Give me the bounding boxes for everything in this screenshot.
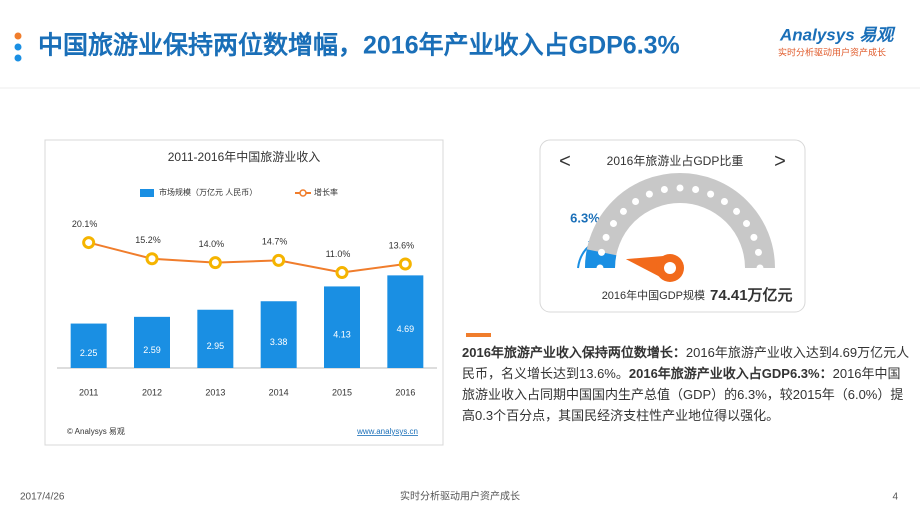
gauge-note-value: 74.41万亿元: [710, 286, 793, 304]
gauge-dot: [598, 248, 606, 256]
gauge-dot: [743, 220, 751, 228]
gauge-hub-inner: [664, 262, 676, 274]
gauge-dot: [692, 186, 700, 194]
bar: [387, 275, 424, 368]
bar: [324, 286, 360, 368]
footer-date: 2017/4/26: [20, 492, 65, 503]
bar-label: 2.59: [143, 345, 161, 355]
growth-point: [208, 256, 222, 270]
deco-dot: [14, 43, 22, 51]
growth-label: 11.0%: [326, 249, 351, 259]
legend-swatch: [299, 189, 307, 197]
legend-label: 增长率: [314, 187, 338, 197]
growth-label: 15.2%: [135, 235, 161, 245]
growth-point: [145, 252, 159, 266]
bar-label: 3.38: [270, 337, 288, 347]
growth-point: [335, 266, 349, 280]
summary-heading: 2016年旅游产业收入占GDP6.3%：: [628, 366, 833, 381]
growth-label: 14.7%: [262, 237, 288, 247]
bar: [134, 316, 170, 368]
logo: Analysys 易观: [779, 25, 896, 44]
slide-title: 中国旅游业保持两位数增幅，2016年产业收入占GDP6.3%: [38, 31, 680, 60]
gauge-value-label: 6.3%: [570, 210, 600, 225]
growth-label: 14.0%: [199, 239, 225, 249]
legend-swatch: [140, 189, 154, 197]
gauge-dot: [660, 186, 668, 194]
deco-dot: [14, 54, 22, 62]
gauge-dot: [756, 264, 764, 272]
growth-label: 20.1%: [72, 219, 98, 229]
summary-marker: [466, 333, 491, 337]
x-tick-label: 2016: [395, 387, 415, 397]
gauge-dot: [619, 207, 627, 215]
bar-label: 4.69: [397, 324, 415, 334]
growth-label: 13.6%: [389, 240, 415, 250]
website: www.analysys.cn: [356, 427, 418, 436]
gauge-dot: [707, 190, 715, 198]
bar: [70, 323, 107, 368]
chart-frame: [44, 139, 444, 446]
gauge-dot: [676, 184, 684, 192]
growth-point: [398, 257, 412, 271]
gauge-dot: [720, 197, 728, 205]
bar-label: 4.13: [333, 330, 351, 340]
summary: 2016年旅游产业收入保持两位数增长：2016年旅游产业收入达到4.69万亿元人…: [462, 342, 912, 426]
gauge-dot: [754, 248, 762, 256]
gauge-dot: [602, 233, 610, 241]
summary-text: 2016年中国旅游业收入占同期中国国内生产总值（GDP）的6.3%，较2015年…: [462, 366, 904, 423]
growth-line: [88, 241, 406, 274]
growth-point: [272, 253, 286, 267]
prev-arrow[interactable]: <: [559, 150, 571, 172]
deco-dot: [14, 32, 22, 40]
bar-label: 2.95: [207, 341, 225, 351]
gauge-dot: [596, 264, 604, 272]
bar-label: 2.25: [80, 348, 98, 358]
summary-text: 2016年旅游产业收入达到4.69万亿元人民币，名义增长达到13.6%。: [462, 345, 910, 381]
gauge-note: 2016年中国GDP规模: [602, 288, 705, 302]
x-tick-label: 2014: [269, 387, 289, 397]
growth-point: [82, 236, 96, 250]
x-tick-label: 2013: [205, 387, 225, 397]
source: © Analysys 易观: [67, 427, 125, 436]
tagline: 实时分析驱动用户资产成长: [778, 46, 886, 57]
summary-heading: 2016年旅游产业收入保持两位数增长：: [462, 345, 686, 360]
gauge-dot: [609, 220, 617, 228]
gauge-dot: [645, 190, 653, 198]
gauge-dot: [632, 197, 640, 205]
x-tick-label: 2015: [332, 387, 352, 397]
gauge-frame: [539, 139, 806, 313]
page-number: 4: [892, 492, 898, 503]
x-tick-label: 2011: [79, 387, 98, 397]
chart-title: 2011-2016年中国旅游业收入: [168, 149, 321, 164]
gauge-dot: [733, 207, 741, 215]
gauge-title: 2016年旅游业占GDP比重: [607, 153, 744, 168]
bar: [197, 309, 234, 368]
bar: [260, 301, 297, 368]
footer-slogan: 实时分析驱动用户资产成长: [400, 490, 520, 503]
legend-label: 市场规模（万亿元 人民币）: [159, 187, 257, 197]
next-arrow[interactable]: >: [774, 150, 786, 172]
x-tick-label: 2012: [142, 387, 162, 397]
gauge-dot: [750, 233, 758, 241]
